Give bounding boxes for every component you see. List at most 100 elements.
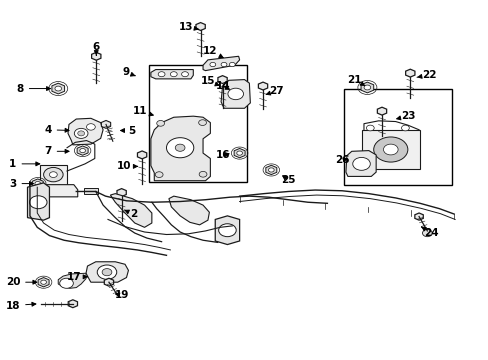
Circle shape (209, 62, 215, 67)
Polygon shape (151, 69, 193, 79)
Bar (361, 130, 419, 169)
Circle shape (218, 224, 236, 237)
Polygon shape (36, 185, 78, 197)
Polygon shape (68, 118, 103, 145)
Circle shape (383, 144, 397, 155)
Circle shape (422, 229, 431, 237)
Circle shape (74, 129, 88, 138)
Text: 13: 13 (179, 22, 198, 32)
Circle shape (29, 196, 47, 209)
Circle shape (181, 72, 188, 77)
Polygon shape (377, 107, 386, 115)
Polygon shape (27, 183, 49, 220)
Circle shape (352, 157, 369, 170)
Text: 8: 8 (17, 84, 50, 94)
Bar (344, 89, 451, 185)
Circle shape (80, 148, 85, 153)
Circle shape (43, 167, 63, 182)
Polygon shape (68, 300, 77, 308)
Text: 18: 18 (6, 301, 36, 311)
Polygon shape (83, 188, 98, 194)
Circle shape (236, 151, 242, 155)
Text: 9: 9 (122, 67, 135, 77)
Text: 14: 14 (215, 81, 230, 91)
Circle shape (60, 278, 73, 288)
Polygon shape (218, 76, 227, 84)
Circle shape (97, 265, 117, 279)
Text: 22: 22 (416, 70, 436, 80)
Polygon shape (360, 82, 373, 93)
Polygon shape (258, 82, 267, 90)
Text: 20: 20 (6, 277, 37, 287)
Text: 21: 21 (347, 75, 364, 86)
Circle shape (55, 86, 61, 91)
Polygon shape (215, 216, 239, 244)
Circle shape (102, 269, 112, 276)
Polygon shape (110, 194, 152, 227)
Text: 19: 19 (114, 291, 128, 301)
Polygon shape (196, 23, 205, 31)
Polygon shape (101, 121, 110, 129)
Polygon shape (265, 165, 276, 175)
Polygon shape (234, 148, 244, 158)
Text: 17: 17 (66, 272, 87, 282)
Polygon shape (52, 83, 64, 94)
Text: 3: 3 (9, 179, 33, 189)
Circle shape (86, 124, 95, 130)
Polygon shape (58, 273, 86, 288)
Circle shape (175, 144, 184, 151)
Text: 23: 23 (396, 111, 415, 121)
Polygon shape (32, 179, 43, 188)
Circle shape (401, 125, 408, 131)
Polygon shape (86, 262, 128, 282)
Polygon shape (38, 278, 49, 287)
Circle shape (170, 72, 177, 77)
Circle shape (268, 168, 274, 172)
Text: 26: 26 (334, 155, 348, 165)
Circle shape (227, 88, 243, 100)
Polygon shape (345, 150, 375, 176)
Circle shape (198, 120, 206, 126)
Text: 16: 16 (215, 150, 230, 160)
Text: 5: 5 (121, 126, 135, 135)
Text: 6: 6 (92, 42, 100, 55)
Polygon shape (77, 146, 88, 155)
Polygon shape (91, 52, 101, 60)
Polygon shape (405, 69, 414, 77)
Polygon shape (221, 80, 250, 108)
Circle shape (157, 121, 164, 126)
Text: 12: 12 (203, 46, 223, 58)
Polygon shape (117, 189, 126, 197)
Text: 7: 7 (44, 146, 69, 156)
Text: 2: 2 (124, 209, 137, 219)
Circle shape (41, 280, 46, 284)
Text: 10: 10 (117, 161, 137, 171)
Circle shape (366, 125, 373, 131)
Polygon shape (414, 213, 423, 220)
Text: 25: 25 (281, 175, 295, 185)
Text: 11: 11 (132, 106, 153, 116)
Circle shape (158, 72, 164, 77)
Circle shape (166, 138, 193, 158)
Circle shape (78, 131, 84, 136)
Polygon shape (104, 278, 113, 286)
Circle shape (49, 172, 57, 177)
Circle shape (229, 62, 235, 67)
Circle shape (35, 181, 41, 186)
Text: 27: 27 (266, 86, 284, 96)
Circle shape (221, 62, 226, 67)
Polygon shape (168, 196, 209, 225)
Polygon shape (151, 116, 210, 181)
Circle shape (373, 137, 407, 162)
Text: 15: 15 (200, 76, 219, 86)
Text: 24: 24 (421, 227, 438, 238)
Polygon shape (203, 56, 239, 71)
Polygon shape (137, 151, 146, 159)
Bar (149, 65, 246, 182)
Circle shape (364, 85, 370, 90)
Circle shape (155, 172, 163, 177)
Bar (40, 165, 67, 185)
Circle shape (199, 171, 206, 177)
Text: 1: 1 (9, 159, 40, 169)
Text: 4: 4 (44, 125, 69, 135)
